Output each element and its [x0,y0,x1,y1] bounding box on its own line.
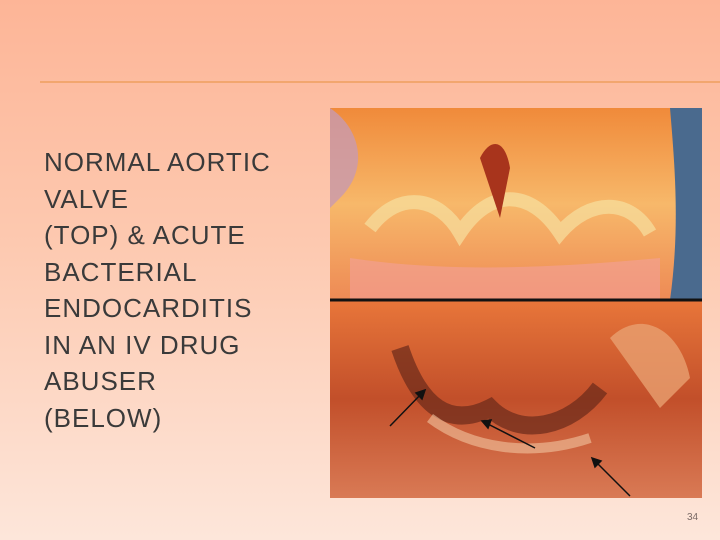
photo [330,108,702,498]
caption-line: IN AN IV DRUG [44,329,241,360]
caption-line: ABUSER [44,366,157,396]
caption-line: VALVE [44,183,129,214]
caption: NORMAL AORTIC VALVE (TOP) & ACUTE BACTERIAL… [44,144,271,436]
divider [40,81,720,83]
caption-line: (TOP) & ACUTE [44,220,246,250]
caption-line: ENDOCARDITIS [44,293,253,323]
caption-line: BACTERIAL [44,256,198,287]
page-number: 34 [687,512,699,523]
caption-line: NORMAL AORTIC [44,147,271,177]
caption-line: (BELOW) [44,402,163,433]
